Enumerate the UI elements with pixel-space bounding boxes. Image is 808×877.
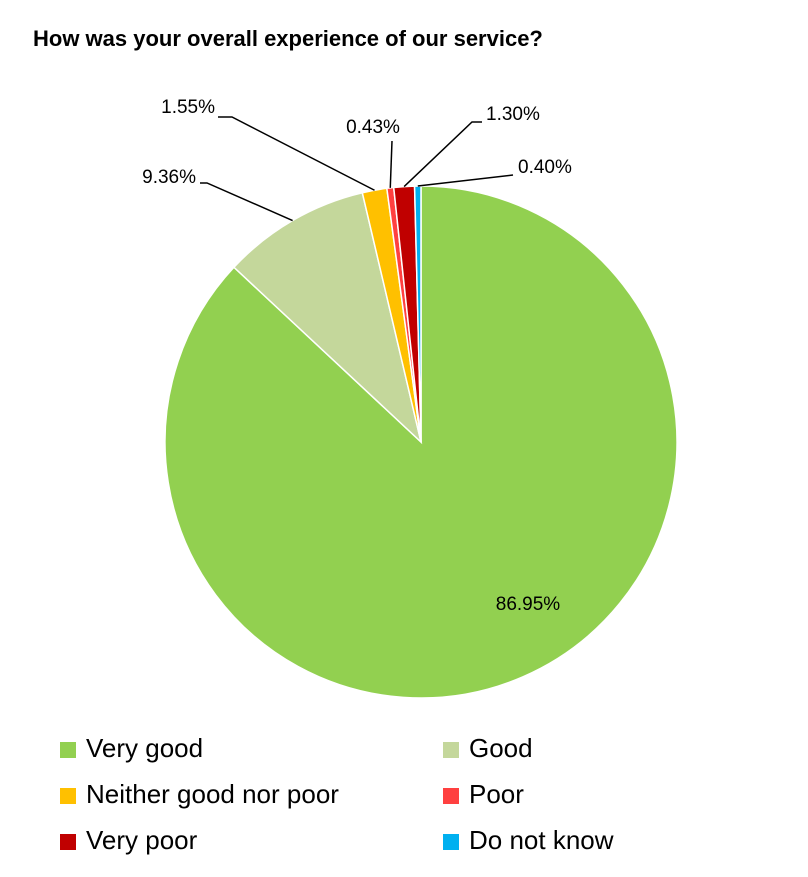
data-label: 86.95% [496,594,561,615]
legend-label: Good [469,733,533,763]
legend-swatch [60,788,76,804]
leader-line [389,140,393,188]
leader-line [200,182,293,222]
data-label: 1.30% [486,104,540,125]
data-label: 1.55% [161,97,215,118]
leader-line [403,121,482,188]
legend-label: Very good [86,733,203,763]
leader-line [417,174,514,187]
pie-slice [232,191,423,445]
chart-title: How was your overall experience of our s… [33,26,543,51]
legend-swatch [60,834,76,850]
legend-swatch [443,834,459,850]
legend-swatch [443,788,459,804]
leader-line [218,116,375,191]
data-label: 9.36% [142,167,196,188]
data-label: 0.43% [346,117,400,138]
legend-label: Do not know [469,825,614,855]
legend-label: Neither good nor poor [86,779,339,809]
legend-label: Poor [469,779,524,809]
legend-swatch [60,742,76,758]
data-label: 0.40% [518,157,572,178]
legend-label: Very poor [86,825,198,855]
legend-swatch [443,742,459,758]
